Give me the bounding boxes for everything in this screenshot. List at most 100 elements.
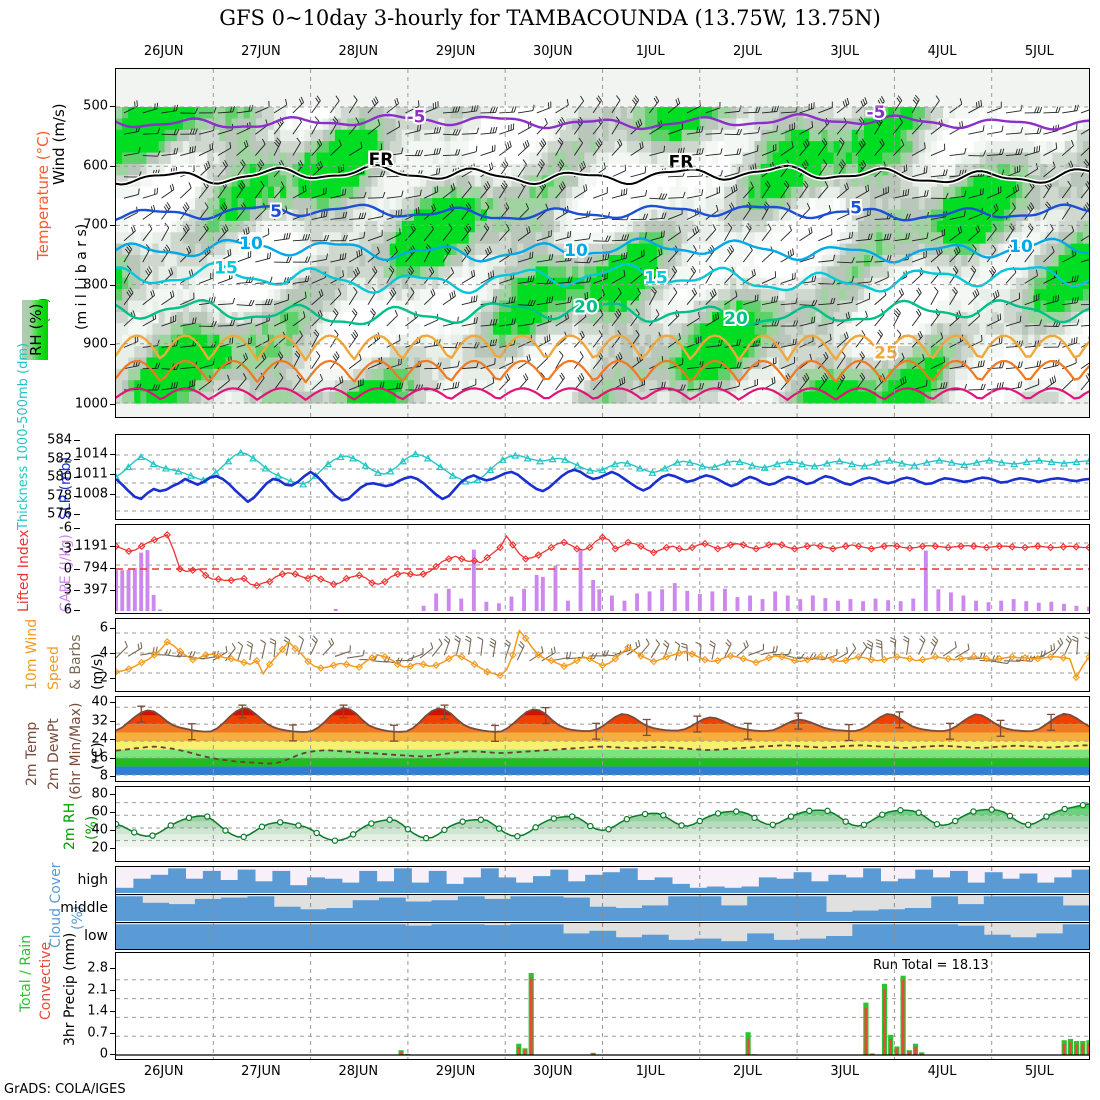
date-tick-label: 27JUN (241, 44, 281, 59)
cloud-cover-bar (208, 898, 222, 921)
cloud-cover-bar (211, 870, 221, 893)
lifted-index-marker (547, 543, 556, 552)
lifted-index-marker (470, 556, 479, 565)
upper-air-panel: -5 -5 -5 -5 FR FR FR FR 5 5 5 5 10 10 10 10 10 10 15 15 15 15… (115, 68, 1090, 418)
thickness-marker (161, 464, 170, 472)
lifted-index-marker (598, 533, 607, 542)
isotherm-25-contour (116, 334, 1089, 362)
thickness-marker (785, 458, 794, 466)
thickness-marker (249, 454, 258, 462)
cloud-cover-bar (463, 877, 473, 893)
lifted-index-marker (905, 544, 914, 552)
thickness-marker (498, 455, 507, 463)
lifted-index-marker (611, 544, 620, 553)
thickness-tick: 584 (47, 432, 72, 448)
thickness-marker (698, 462, 707, 470)
lifted-index-marker (253, 581, 261, 590)
cloud-cover-bar (655, 934, 669, 949)
cloud-cover-bar (732, 887, 742, 893)
rh2m-tick: 60 (91, 804, 108, 820)
wind-speed-marker (1008, 653, 1016, 661)
cloud-cover-bar (589, 906, 603, 921)
lifted-index-marker (982, 543, 991, 552)
cape-bar (471, 549, 476, 611)
cloud-cover-bar (133, 878, 143, 893)
lifted-index-marker (227, 576, 236, 585)
thickness-marker (261, 464, 270, 472)
rh-marker (514, 833, 521, 840)
cloud-cover-bar (812, 896, 827, 921)
temp-minmax-errorbar (1047, 713, 1056, 731)
cape-bar (509, 596, 514, 611)
cloud-cover-bar (376, 881, 386, 893)
isotherm-label: 10 (564, 241, 588, 261)
precip-convective-bar (529, 978, 533, 1055)
thickness-marker (1035, 456, 1044, 464)
cloud-cover-bar (811, 881, 821, 893)
wind-speed-marker (982, 654, 991, 663)
wind-speed-marker (1034, 654, 1042, 663)
cape-bar (848, 599, 853, 611)
cloud-cover-bar (576, 881, 586, 893)
rh-marker (915, 809, 922, 816)
thickness-marker (922, 458, 931, 466)
cloud-cover-bar (155, 924, 170, 949)
rh-marker (386, 816, 393, 823)
cape-bar (911, 598, 916, 611)
thickness-marker (598, 465, 607, 473)
cloud-cover-bar (497, 898, 511, 921)
cloud-cover-bar (758, 877, 769, 893)
cloud-cover-bar (1075, 905, 1089, 921)
cloud-cover-bar (484, 898, 498, 921)
cloud-cover-bar (773, 939, 788, 949)
cape-bar (873, 598, 878, 611)
lifted-index-marker (662, 543, 671, 552)
rh-marker (477, 816, 485, 823)
rh-marker (204, 813, 211, 820)
lifted-index-marker (406, 570, 415, 578)
cloud-cover-bar (996, 896, 1011, 921)
temp2m-tick: 40 (91, 694, 108, 710)
thickness-marker (1047, 458, 1056, 466)
rh-marker (988, 806, 995, 813)
temp2m-tick-mark (110, 720, 116, 722)
cloud-cover-bar (923, 869, 934, 893)
pressure-tick: 1000 (74, 396, 108, 412)
cloud-cover-bar (812, 938, 827, 949)
precip-tick: 2.8 (87, 960, 108, 976)
cloud-cover-bar (918, 924, 932, 949)
wind-speed-marker (649, 657, 658, 666)
precip-convective-bar (907, 1051, 911, 1055)
cloud-cover-bar (984, 872, 994, 893)
cloud-low-row (115, 922, 1090, 950)
cape-bar (421, 605, 426, 611)
rh-marker (623, 815, 631, 823)
cape-bar (723, 588, 727, 611)
wind-speed-marker (752, 658, 760, 667)
rh2m-tick-mark (110, 812, 116, 813)
cape-bar (484, 601, 489, 611)
cloud-cover-bar (970, 904, 985, 921)
cape-bar (635, 593, 639, 611)
wind-speed-marker (368, 654, 376, 662)
rh-marker (787, 813, 795, 820)
isotherm-label-halo: 15 (214, 258, 238, 278)
cloud-cover-bar (523, 896, 538, 921)
wind-speed-marker (739, 654, 748, 663)
temp-minmax-errorbar (844, 723, 853, 742)
temp-minmax-errorbar (491, 724, 500, 742)
cloud-cover-bar (747, 933, 761, 949)
rh2m-tick: 80 (91, 786, 108, 802)
cloud-cover-bar (760, 896, 774, 921)
rh2m-tick-mark (110, 848, 116, 849)
cloud-cover-bar (1036, 896, 1051, 921)
thickness-marker (972, 458, 981, 466)
wind-speed-marker (790, 656, 799, 665)
cape-bar (697, 594, 702, 611)
date-tick-label: 3JUL (830, 44, 860, 59)
lifted-index-marker (1072, 543, 1080, 551)
thickness-marker (511, 451, 520, 459)
precip-convective-bar (746, 1038, 750, 1055)
cape-tick-mark (110, 568, 116, 569)
rh-marker (769, 821, 776, 829)
